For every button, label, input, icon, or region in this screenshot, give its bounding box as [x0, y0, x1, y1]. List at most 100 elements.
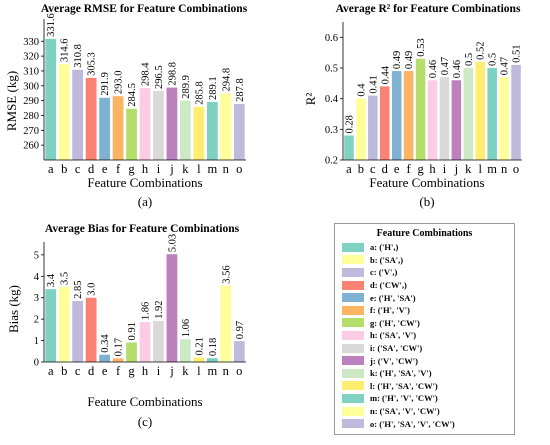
bar-g: [126, 342, 137, 362]
x-tick-label: b: [61, 364, 67, 378]
legend-item: f: ('H', 'V'): [335, 304, 514, 317]
value-label: 3.5: [60, 272, 71, 285]
bar-n: [220, 285, 232, 362]
value-label: 2.85: [73, 281, 84, 299]
legend-item: d: ('CW',): [335, 279, 514, 292]
x-axis-label: Feature Combinations: [87, 394, 202, 409]
bar-f: [112, 96, 124, 160]
value-label: 1.06: [181, 319, 192, 337]
chart-title: Average Bias for Feature Combinations: [45, 223, 240, 235]
legend-label: m: ('H', 'V', 'CW'): [370, 393, 438, 404]
y-tick-label: 280: [23, 111, 39, 122]
value-label: 3.4: [46, 273, 57, 287]
bar-e: [99, 354, 110, 362]
legend-swatch: [342, 356, 364, 366]
legend-swatch: [342, 406, 364, 416]
legend-title: Feature Combinations: [376, 228, 473, 239]
value-label: 0.47: [440, 57, 451, 75]
y-tick-label: 0.2: [325, 156, 338, 167]
value-label: 331.6: [46, 13, 57, 37]
value-label: 310.8: [73, 44, 84, 68]
value-label: 296.5: [154, 65, 165, 89]
bar-b: [356, 98, 366, 160]
value-label: 289.1: [208, 76, 219, 100]
legend-item: n: ('SA', 'V', 'CW'): [335, 405, 514, 418]
legend-swatch: [342, 267, 364, 277]
x-tick-label: j: [169, 364, 173, 378]
legend-item: l: ('H', 'SA', 'CW'): [335, 380, 514, 393]
x-tick-label: j: [169, 162, 173, 176]
x-tick-label: h: [429, 162, 436, 176]
y-axis-label: RMSE (kg): [4, 71, 19, 131]
bar-j: [451, 80, 462, 160]
value-label: 0.18: [208, 338, 219, 356]
y-tick-label: 4: [34, 272, 40, 283]
value-label: 0.21: [194, 337, 205, 355]
bar-j: [166, 87, 178, 160]
value-label: 0.51: [512, 45, 523, 63]
legend-label: j: ('V', 'CW'): [370, 355, 418, 366]
y-axis-label: R²: [303, 93, 318, 106]
bar-b: [58, 64, 70, 160]
bar-o: [511, 64, 521, 160]
legend-item: c: ('V',): [335, 266, 514, 279]
x-tick-label: i: [443, 162, 447, 176]
x-tick-label: d: [382, 162, 389, 176]
y-tick-label: 270: [23, 126, 39, 137]
chart-title: Average R² for Feature Combinations: [336, 3, 521, 15]
legend-label: g: ('H', 'CW'): [370, 317, 420, 328]
bar-a: [344, 135, 354, 160]
x-tick-label: g: [128, 364, 135, 378]
x-tick-label: l: [478, 162, 482, 176]
x-tick-label: c: [370, 162, 376, 176]
value-label: 0.49: [404, 51, 415, 69]
x-tick-label: k: [182, 364, 189, 378]
legend-swatch: [342, 305, 364, 315]
value-label: 298.4: [141, 62, 152, 86]
value-label: 3.0: [87, 283, 98, 296]
legend-label: d: ('CW',): [370, 280, 407, 291]
y-tick-label: 0.3: [325, 125, 338, 136]
bar-n: [499, 77, 509, 160]
bar-k: [463, 68, 474, 160]
value-label: 0.5: [488, 53, 499, 66]
legend-swatch: [342, 330, 364, 340]
y-tick-label: 5: [34, 250, 39, 261]
bar-b: [58, 287, 70, 362]
value-label: 284.5: [127, 83, 138, 107]
bar-e: [99, 97, 110, 160]
x-tick-label: b: [358, 162, 364, 176]
value-label: 0.44: [380, 65, 391, 84]
x-axis-label: Feature Combinations: [87, 175, 202, 190]
bar-l: [193, 106, 205, 160]
bar-g: [415, 58, 426, 160]
bar-n: [220, 93, 232, 160]
legend-item: h: ('SA', 'V'): [335, 329, 514, 342]
bar-m: [206, 101, 218, 160]
x-tick-label: a: [346, 162, 352, 176]
chart-title: Average RMSE for Feature Combinations: [41, 3, 248, 15]
y-tick-label: 310: [23, 66, 39, 77]
bar-c: [72, 300, 84, 362]
x-tick-label: d: [88, 364, 95, 378]
bar-l: [193, 357, 205, 362]
chart-panel-rmse: Average RMSE for Feature Combinations RM…: [0, 0, 275, 220]
x-tick-label: e: [394, 162, 400, 176]
x-tick-label: a: [48, 364, 54, 378]
legend-swatch: [342, 368, 364, 378]
bar-i: [153, 320, 164, 362]
legend-swatch: [342, 293, 364, 303]
bar-c: [72, 69, 84, 160]
bar-d: [85, 77, 97, 160]
legend-label: l: ('H', 'SA', 'CW'): [370, 380, 438, 391]
x-tick-label: n: [223, 364, 230, 378]
legend-swatch: [342, 242, 364, 252]
x-tick-label: k: [182, 162, 189, 176]
legend-items: a: ('H',) b: ('SA',) c: ('V',) d: ('CW',) e:…: [335, 241, 514, 430]
y-tick-label: 300: [23, 81, 39, 92]
value-label: 5.03: [167, 234, 178, 252]
legend-item: b: ('SA',): [335, 254, 514, 267]
value-label: 0.91: [127, 322, 138, 340]
bar-i: [153, 90, 164, 160]
y-tick-label: 0.5: [325, 64, 338, 75]
